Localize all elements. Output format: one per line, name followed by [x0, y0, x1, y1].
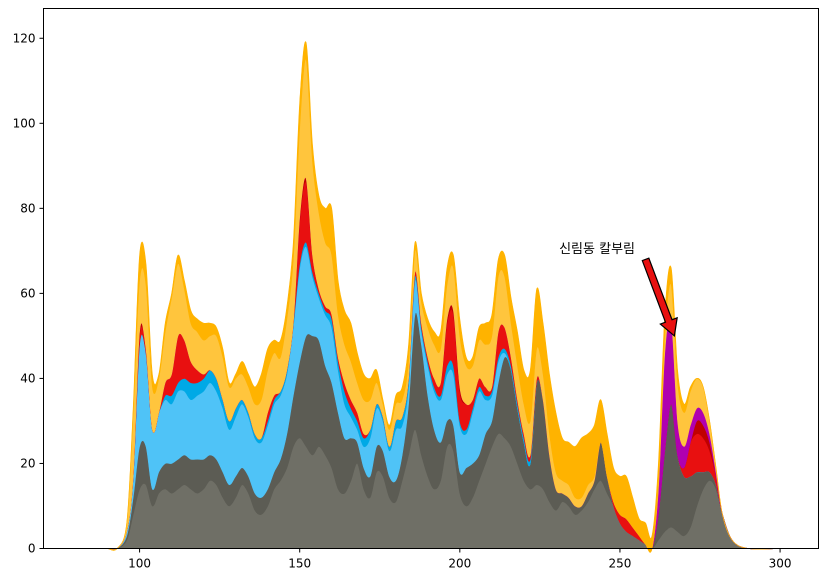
y-tick-label: 80	[20, 201, 35, 215]
y-tick-label: 120	[13, 31, 36, 45]
x-tick-label: 300	[769, 557, 792, 571]
y-tick-label: 100	[13, 116, 36, 130]
y-tick-label: 20	[20, 456, 35, 470]
x-tick-label: 150	[288, 557, 311, 571]
annotation-text: 신림동 칼부림	[559, 242, 635, 257]
annotation: 신림동 칼부림	[559, 242, 678, 338]
y-tick-label: 60	[20, 286, 35, 300]
y-tick-label: 40	[20, 371, 35, 385]
annotation-arrow	[641, 257, 678, 338]
y-tick-label: 0	[28, 542, 36, 556]
x-tick-label: 250	[608, 557, 631, 571]
x-tick-label: 200	[448, 557, 471, 571]
y-axis: 0 20 40 60 80 100 120	[13, 31, 44, 556]
stacked-areas	[107, 41, 781, 553]
plot-frame	[43, 8, 819, 549]
x-tick-label: 100	[128, 557, 151, 571]
x-axis: 100 150 200 250 300	[128, 548, 792, 571]
